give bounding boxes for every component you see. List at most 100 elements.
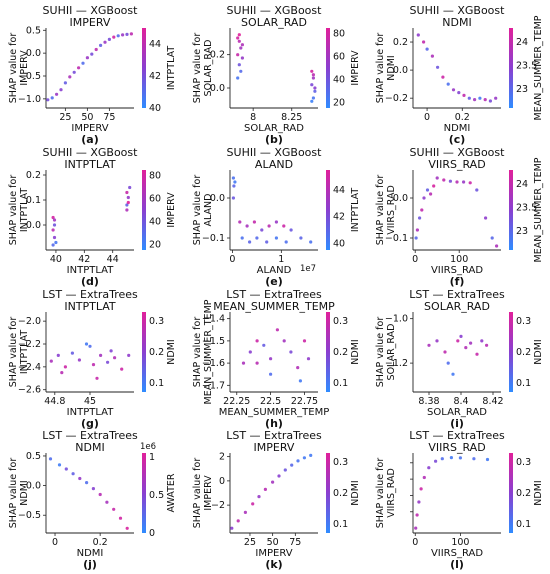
colorbar [142,28,146,108]
data-point [274,220,278,224]
data-point [106,360,110,364]
x-axis-label: VIIRS_RAD [431,548,483,559]
data-point [282,339,286,343]
colorbar [509,453,513,533]
data-point [91,363,96,367]
x-tick-label: 1 [278,254,284,265]
chart-model-title: SUHII — XGBoost [410,146,506,159]
x-axis-label: SOLAR_RAD [427,407,487,418]
data-point [252,220,256,224]
data-point [416,33,420,37]
data-point [59,88,63,92]
x-tick-label: 45 [84,396,96,407]
chart-model-title: LST — ExtraTrees [226,288,322,301]
y-axis-label-line: IMPERV [203,475,214,511]
data-point [121,33,125,37]
data-point [77,66,81,70]
x-offset-label: 1e7 [300,264,316,274]
y-tick-label: 0.2 [393,37,408,48]
x-tick-label: 75 [103,112,115,123]
y-axis-label-line: MEAN_SUMMER_TEMP [203,299,214,404]
y-tick-label: 0.0 [210,193,225,204]
y-axis-label-line: ALAND [203,194,214,227]
data-point [71,472,75,476]
data-point [72,70,76,74]
chart-feature-title: VIIRS_RAD [428,441,485,454]
y-tick-label: −1.6 [202,358,225,369]
y-axis-label-line: SHAP value for [192,317,203,388]
x-axis-label: INTPTLAT [67,407,115,418]
colorbar-label: IMPERV [350,50,361,86]
data-point [310,83,314,87]
data-point [464,346,468,350]
data-point [436,65,440,69]
x-tick-label: 44 [107,254,119,265]
data-point [289,350,293,354]
panel-label: (h) [265,417,283,430]
data-point [251,502,255,506]
x-axis-label: INTPTLAT [67,265,115,276]
data-point [125,526,129,530]
y-axis-label: SHAP value forINTPTLAT [8,317,30,388]
data-point [422,196,426,200]
x-tick-label: 22.75 [291,396,318,407]
data-point [118,516,123,520]
data-point [430,54,434,58]
x-axis-label: IMPERV [255,548,292,559]
y-tick-label: −0.1 [202,233,225,244]
colorbar-tick-label: 42 [149,71,161,82]
data-point [237,33,241,37]
data-point [455,180,459,184]
x-tick-label: 22.25 [223,396,250,407]
colorbar-tick-label: 0.1 [333,519,348,530]
x-tick-label: 0 [424,112,430,123]
chart-feature-title: NDMI [75,441,104,454]
data-point [306,357,311,361]
y-tick-label: 0.5 [26,25,41,36]
data-point [299,236,303,240]
data-point [51,228,55,232]
y-axis-label: SHAP value forVIIRS_RAD [375,175,397,246]
panel-label: (i) [450,417,464,430]
data-point [262,343,266,347]
colorbar-tick-label: 0.1 [333,378,348,389]
data-point [441,75,445,79]
y-axis-label-line: INTPTLAT [19,330,30,375]
data-point [422,40,426,44]
data-point [255,339,259,343]
data-point [63,81,67,85]
data-point [296,459,300,463]
data-point [125,208,129,212]
x-axis-label: NDMI [444,123,471,134]
colorbar-tick-label: 0.3 [516,316,531,327]
y-tick-label: −0.2 [385,93,408,104]
y-axis-label-line: SHAP value for [8,317,19,388]
data-point [274,236,278,240]
data-point [415,513,419,517]
data-point [422,475,426,480]
data-point [313,86,317,90]
data-point [448,179,452,183]
y-tick-label: −0.5 [18,71,41,82]
chart-model-title: LST — ExtraTrees [42,288,138,301]
data-point [52,218,57,222]
data-point [282,224,286,228]
colorbar-tick-label: 24 [516,179,528,190]
x-tick-label: 25 [59,112,71,123]
y-axis-label-line: SOLAR_RAD [386,324,397,381]
data-point [473,98,477,102]
data-point [429,192,433,196]
x-tick-label: 40 [50,254,62,265]
chart-feature-title: SOLAR_RAD [241,16,307,29]
data-point [99,353,103,357]
data-point [248,350,252,354]
data-point [485,457,490,462]
chart-feature-title: INTPTLAT [64,300,116,313]
data-point [238,220,242,224]
data-point [483,98,487,102]
colorbar-tick-label: 0 [149,528,155,539]
data-point [57,463,62,467]
